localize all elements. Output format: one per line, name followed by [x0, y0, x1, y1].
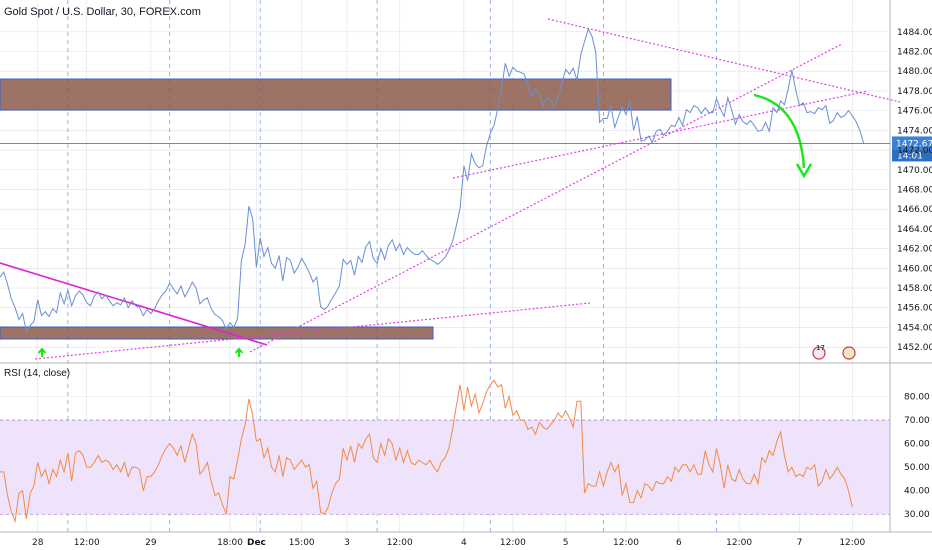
price-tick-label: 1456.00: [897, 304, 932, 314]
time-tick-label: 18:00: [217, 538, 243, 548]
rising-wedge-lower-line[interactable]: [452, 90, 869, 179]
price-series-line[interactable]: [0, 27, 865, 333]
rsi-tick-label: 80.00: [904, 393, 930, 403]
time-tick-label: 7: [797, 538, 803, 548]
price-tick-label: 1470.00: [897, 166, 932, 176]
price-tick-label: 1480.00: [897, 67, 932, 77]
price-tick-label: 1482.00: [897, 47, 932, 57]
time-tick-label: 12:00: [613, 538, 639, 548]
price-tick-label: 1474.00: [897, 126, 932, 136]
price-tick-label: 1472.00: [897, 146, 932, 156]
event-badge-count: 17: [816, 344, 825, 352]
event-badge-us[interactable]: 2: [842, 346, 856, 360]
buy-signal-arrow-2[interactable]: [234, 347, 244, 357]
price-tick-label: 1476.00: [897, 107, 932, 117]
price-tick-label: 1458.00: [897, 284, 932, 294]
rsi-band: [0, 419, 890, 515]
last-price-label: 1472.67: [896, 139, 932, 149]
time-tick-label: 12:00: [387, 538, 413, 548]
time-tick-label: 12:00: [839, 538, 865, 548]
countdown-tag: [892, 149, 932, 162]
time-tick-label: 5: [563, 538, 569, 548]
projection-arrow-head[interactable]: [795, 163, 813, 179]
price-tick-label: 1452.00: [897, 343, 932, 353]
rsi-tick-label: 50.00: [904, 463, 930, 473]
time-tick-label: Dec: [247, 538, 266, 548]
price-tick-label: 1454.00: [897, 323, 932, 333]
time-tick-label: 15:00: [289, 538, 315, 548]
rsi-tick-label: 40.00: [904, 487, 930, 497]
rsi-band-fill: [0, 420, 890, 515]
drawings-layer: [0, 18, 901, 360]
price-tick-label: 1478.00: [897, 87, 932, 97]
projection-arrow-curve[interactable]: [753, 93, 806, 169]
rsi-tick-label: 70.00: [904, 416, 930, 426]
chart-title: Gold Spot / U.S. Dollar, 30, FOREX.com: [4, 6, 201, 18]
time-tick-label: 29: [145, 538, 157, 548]
downtrend-line-solid[interactable]: [0, 262, 268, 346]
descending-resistance-line[interactable]: [547, 18, 901, 103]
time-tick-label: 12:00: [74, 538, 100, 548]
series-layer: [0, 27, 865, 524]
price-tick-label: 1466.00: [897, 205, 932, 215]
time-tick-label: 4: [461, 538, 467, 548]
rsi-tick-label: 60.00: [904, 440, 930, 450]
time-tick-label: 28: [32, 538, 44, 548]
time-tick-label: 3: [344, 538, 350, 548]
resistance-zone[interactable]: [0, 78, 672, 111]
rsi-tick-label: 30.00: [904, 510, 930, 520]
support-zone[interactable]: [0, 326, 434, 340]
rsi-series-line[interactable]: [0, 379, 853, 524]
uptrend-line-base[interactable]: [34, 302, 591, 360]
time-tick-label: 12:00: [500, 538, 526, 548]
event-badges: 17 2: [812, 344, 856, 360]
event-badge-economic[interactable]: 17: [812, 344, 826, 360]
rsi-indicator-title: RSI (14, close): [4, 368, 71, 379]
price-tick-label: 1468.00: [897, 185, 932, 195]
price-tick-label: 1484.00: [897, 28, 932, 38]
countdown-label: 14:01: [897, 151, 923, 161]
time-tick-label: 12:00: [726, 538, 752, 548]
price-tick-label: 1464.00: [897, 225, 932, 235]
price-tick-label: 1460.00: [897, 264, 932, 274]
last-price-tag[interactable]: [892, 136, 932, 150]
buy-signal-arrow-1[interactable]: [37, 347, 47, 357]
uptrend-line-long[interactable]: [249, 43, 843, 353]
price-tick-label: 1462.00: [897, 245, 932, 255]
time-tick-label: 6: [676, 538, 682, 548]
